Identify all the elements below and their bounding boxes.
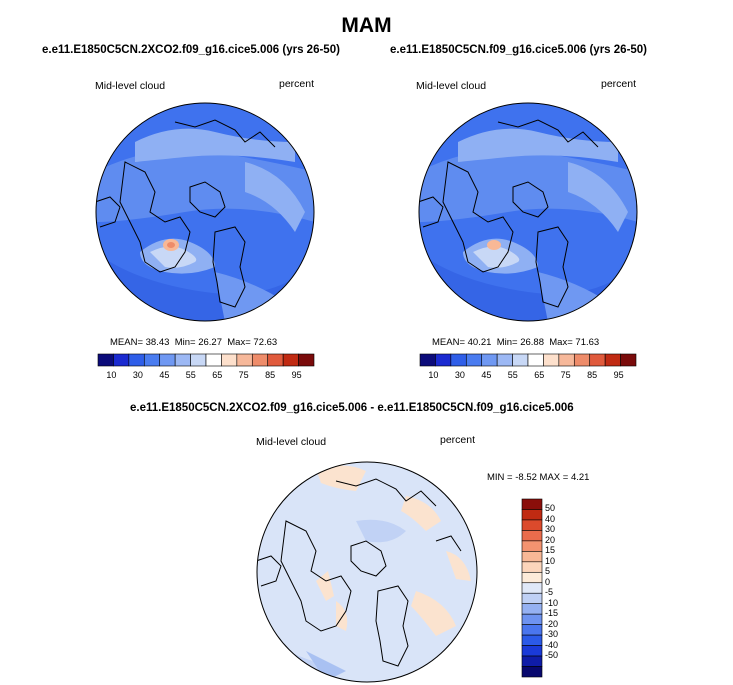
panel-1-map bbox=[95, 102, 315, 322]
colorbar-tick-label: -20 bbox=[545, 618, 559, 629]
panel-2-units: percent bbox=[601, 78, 637, 90]
colorbar-swatch bbox=[521, 655, 543, 667]
colorbar-swatch bbox=[558, 353, 575, 367]
colorbar-tick-label: 10 bbox=[106, 370, 117, 380]
colorbar-tick-label: -50 bbox=[545, 650, 559, 661]
colorbar-swatch bbox=[521, 530, 543, 542]
colorbar-swatch bbox=[521, 519, 543, 531]
colorbar-swatch bbox=[521, 551, 543, 563]
colorbar-swatch bbox=[236, 353, 253, 367]
panel-2-title: e.e11.E1850C5CN.f09_g16.cice5.006 (yrs 2… bbox=[390, 44, 648, 56]
colorbar-swatch bbox=[481, 353, 498, 367]
colorbar-tick-label: 95 bbox=[613, 370, 624, 380]
colorbar-swatch bbox=[298, 353, 315, 367]
colorbar-tick-label: 0 bbox=[545, 576, 551, 587]
colorbar-tick-label: 15 bbox=[545, 545, 556, 556]
panel-1-stats: MEAN= 38.43 Min= 26.27 Max= 72.63 bbox=[110, 337, 278, 348]
colorbar-swatch bbox=[190, 353, 207, 367]
colorbar-swatch bbox=[521, 582, 543, 594]
panel-2-colorbar-ticks: 10 30 45 55 65 75 85 95 bbox=[420, 370, 636, 382]
colorbar-swatch bbox=[521, 603, 543, 615]
colorbar-swatch bbox=[113, 353, 130, 367]
figure-title: MAM bbox=[341, 14, 392, 37]
colorbar-swatch bbox=[128, 353, 145, 367]
colorbar-swatch bbox=[435, 353, 452, 367]
colorbar-tick-label: 20 bbox=[545, 534, 556, 545]
colorbar-tick-label: 10 bbox=[545, 555, 556, 566]
colorbar-tick-label: 40 bbox=[545, 513, 556, 524]
difference-stats: MIN = -8.52 MAX = 4.21 bbox=[487, 472, 590, 483]
colorbar-tick-label: 5 bbox=[545, 566, 551, 577]
colorbar-swatch bbox=[251, 353, 269, 367]
panel-1-colorbar-ticks: 10 30 45 55 65 75 85 95 bbox=[98, 370, 314, 382]
colorbar-swatch bbox=[465, 353, 483, 367]
colorbar-tick-label: 85 bbox=[587, 370, 598, 380]
difference-title: e.e11.E1850C5CN.2XCO2.f09_g16.cice5.006 … bbox=[130, 402, 574, 414]
colorbar-swatch bbox=[521, 613, 543, 625]
difference-units: percent bbox=[440, 434, 476, 446]
colorbar-tick-label: 65 bbox=[534, 370, 545, 380]
colorbar-swatch bbox=[521, 645, 543, 657]
colorbar-swatch bbox=[521, 571, 543, 584]
colorbar-tick-label: 55 bbox=[507, 370, 518, 380]
colorbar-swatch bbox=[205, 353, 222, 367]
colorbar-tick-label: 95 bbox=[291, 370, 302, 380]
colorbar-swatch bbox=[521, 498, 543, 510]
colorbar-swatch bbox=[267, 353, 284, 367]
colorbar-swatch bbox=[97, 353, 114, 367]
colorbar-swatch bbox=[282, 353, 299, 367]
colorbar-swatch bbox=[527, 353, 544, 367]
difference-colorbar-ticks: 50 40 30 20 15 10 5 0 -5 -10 -15 -20 -30 -40 -50 bbox=[545, 499, 575, 677]
colorbar-tick-label: 45 bbox=[159, 370, 170, 380]
colorbar-swatch bbox=[573, 353, 591, 367]
colorbar-tick-label: -5 bbox=[545, 587, 554, 598]
colorbar-tick-label: 50 bbox=[545, 503, 556, 514]
colorbar-swatch bbox=[604, 353, 621, 367]
panel-1-variable: Mid-level cloud bbox=[95, 80, 166, 92]
colorbar-tick-label: -40 bbox=[545, 639, 559, 650]
colorbar-tick-label: 30 bbox=[132, 370, 143, 380]
panel-1-units: percent bbox=[279, 78, 315, 90]
colorbar-tick-label: 10 bbox=[428, 370, 439, 380]
colorbar-swatch bbox=[521, 624, 543, 636]
colorbar-tick-label: -10 bbox=[545, 597, 559, 608]
colorbar-swatch bbox=[521, 666, 543, 678]
colorbar-swatch bbox=[620, 353, 637, 367]
colorbar-tick-label: 75 bbox=[560, 370, 571, 380]
colorbar-swatch bbox=[450, 353, 467, 367]
colorbar-swatch bbox=[159, 353, 176, 367]
colorbar-tick-label: 45 bbox=[481, 370, 492, 380]
panel-2-colorbar bbox=[419, 353, 637, 367]
panel-2-map bbox=[418, 102, 638, 322]
colorbar-swatch bbox=[543, 353, 560, 367]
colorbar-swatch bbox=[521, 540, 543, 552]
colorbar-tick-label: 85 bbox=[265, 370, 276, 380]
colorbar-swatch bbox=[174, 353, 191, 367]
colorbar-swatch bbox=[496, 353, 513, 367]
colorbar-swatch bbox=[521, 509, 543, 521]
difference-map bbox=[256, 461, 478, 683]
colorbar-tick-label: 55 bbox=[185, 370, 196, 380]
difference-colorbar bbox=[521, 498, 543, 678]
panel-1-title: e.e11.E1850C5CN.2XCO2.f09_g16.cice5.006 … bbox=[42, 44, 340, 56]
panel-2-variable: Mid-level cloud bbox=[416, 80, 487, 92]
colorbar-tick-label: 65 bbox=[212, 370, 223, 380]
colorbar-swatch bbox=[521, 592, 543, 605]
colorbar-swatch bbox=[512, 353, 529, 367]
colorbar-swatch bbox=[143, 353, 161, 367]
colorbar-tick-label: -15 bbox=[545, 608, 559, 619]
difference-variable: Mid-level cloud bbox=[256, 436, 327, 448]
colorbar-swatch bbox=[521, 634, 543, 646]
colorbar-swatch bbox=[221, 353, 238, 367]
colorbar-tick-label: 75 bbox=[238, 370, 249, 380]
colorbar-tick-label: 30 bbox=[454, 370, 465, 380]
colorbar-tick-label: 30 bbox=[545, 524, 556, 535]
colorbar-swatch bbox=[521, 561, 543, 573]
panel-1-colorbar bbox=[97, 353, 315, 367]
colorbar-swatch bbox=[419, 353, 436, 367]
panel-2-stats: MEAN= 40.21 Min= 26.88 Max= 71.63 bbox=[432, 337, 600, 348]
colorbar-tick-label: -30 bbox=[545, 629, 559, 640]
colorbar-swatch bbox=[589, 353, 606, 367]
